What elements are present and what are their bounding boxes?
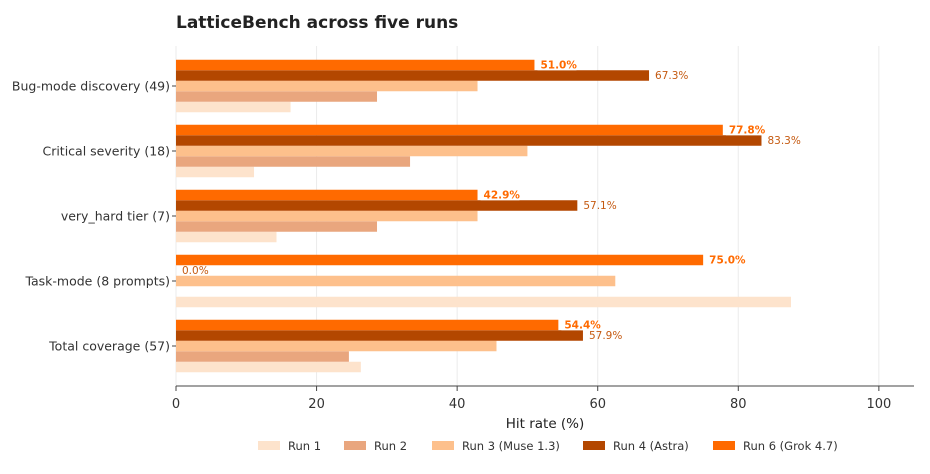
legend-swatch-3 bbox=[583, 441, 605, 450]
data-label-box-3-4 bbox=[706, 254, 746, 266]
bar-3-0 bbox=[176, 296, 791, 308]
data-label-3-3: 0.0% bbox=[182, 265, 209, 277]
legend-swatch-1 bbox=[344, 441, 366, 450]
bar-2-0 bbox=[176, 231, 277, 243]
legend-swatch-2 bbox=[432, 441, 454, 450]
data-label-1-4: 77.8% bbox=[729, 124, 766, 136]
bar-2-2 bbox=[176, 210, 478, 222]
legend-label-2: Run 3 (Muse 1.3) bbox=[462, 439, 560, 453]
data-label-box-2-4 bbox=[480, 189, 520, 201]
y-category-label-2: very_hard tier (7) bbox=[61, 209, 170, 224]
x-tick-label-3: 60 bbox=[589, 397, 606, 412]
y-category-label-3: Task-mode (8 prompts) bbox=[24, 274, 170, 289]
data-label-1-3: 83.3% bbox=[767, 135, 800, 147]
x-tick-label-0: 0 bbox=[172, 397, 180, 412]
data-label-4-4: 54.4% bbox=[564, 319, 601, 331]
data-label-box-1-4 bbox=[725, 124, 765, 136]
bar-1-4 bbox=[176, 124, 723, 136]
bar-0-3 bbox=[176, 70, 650, 81]
data-label-4-3: 57.9% bbox=[589, 330, 622, 342]
data-label-box-4-4 bbox=[561, 319, 601, 331]
chart-title: LatticeBench across five runs bbox=[176, 13, 458, 33]
bar-1-2 bbox=[176, 145, 528, 157]
data-label-2-4: 42.9% bbox=[484, 189, 521, 201]
bar-4-4 bbox=[176, 319, 559, 331]
data-label-3-4: 75.0% bbox=[709, 254, 746, 266]
legend-label-1: Run 2 bbox=[374, 439, 407, 453]
bar-0-1 bbox=[176, 91, 378, 102]
bar-4-1 bbox=[176, 351, 349, 362]
bar-3-2 bbox=[176, 275, 616, 287]
y-category-label-0: Bug-mode discovery (49) bbox=[12, 79, 170, 94]
x-tick-label-5: 100 bbox=[866, 397, 891, 412]
bar-0-2 bbox=[176, 80, 478, 92]
x-axis-title: Hit rate (%) bbox=[506, 416, 585, 432]
data-label-0-3: 67.3% bbox=[655, 70, 688, 82]
bar-3-4 bbox=[176, 254, 704, 266]
y-category-label-1: Critical severity (18) bbox=[42, 144, 170, 159]
data-label-0-4: 51.0% bbox=[540, 59, 577, 71]
x-tick-label-2: 40 bbox=[449, 397, 466, 412]
bar-4-2 bbox=[176, 340, 497, 352]
bar-1-3 bbox=[176, 135, 762, 146]
legend-label-0: Run 1 bbox=[288, 439, 321, 453]
bar-1-1 bbox=[176, 156, 411, 167]
legend-swatch-4 bbox=[713, 441, 735, 450]
data-label-box-0-4 bbox=[537, 59, 577, 71]
bar-4-3 bbox=[176, 330, 583, 341]
x-tick-label-4: 80 bbox=[730, 397, 747, 412]
legend-label-4: Run 6 (Grok 4.7) bbox=[743, 439, 838, 453]
y-category-label-4: Total coverage (57) bbox=[48, 339, 170, 354]
bar-2-1 bbox=[176, 221, 378, 232]
bar-2-3 bbox=[176, 200, 578, 211]
legend-label-3: Run 4 (Astra) bbox=[613, 439, 689, 453]
data-label-2-3: 57.1% bbox=[583, 200, 616, 212]
bar-2-4 bbox=[176, 189, 478, 201]
x-tick-label-1: 20 bbox=[308, 397, 325, 412]
bar-1-0 bbox=[176, 166, 255, 178]
legend-swatch-0 bbox=[258, 441, 280, 450]
bar-0-4 bbox=[176, 59, 535, 71]
bar-0-0 bbox=[176, 101, 291, 113]
bar-4-0 bbox=[176, 361, 361, 373]
